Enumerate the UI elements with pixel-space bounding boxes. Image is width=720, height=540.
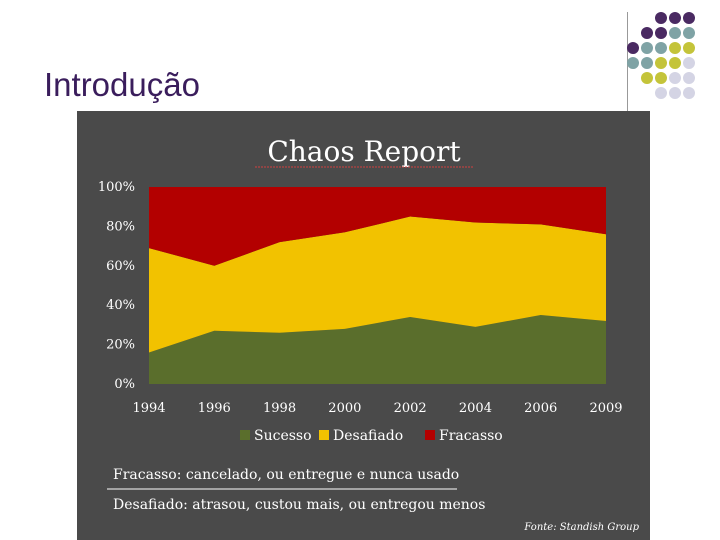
chart-title: Chaos Report bbox=[267, 135, 461, 168]
y-tick-label: 80% bbox=[106, 219, 135, 234]
decor-dot bbox=[669, 42, 681, 54]
legend-swatch-desafiado bbox=[319, 430, 329, 440]
decor-dot bbox=[669, 87, 681, 99]
x-tick-label: 1996 bbox=[198, 401, 231, 416]
decor-dot bbox=[655, 42, 667, 54]
decor-dot bbox=[683, 27, 695, 39]
note-fracasso: Fracasso: cancelado, ou entregue e nunca… bbox=[113, 467, 459, 483]
x-tick-label: 2004 bbox=[459, 401, 492, 416]
legend-label-desafiado: Desafiado bbox=[333, 428, 403, 444]
decor-dot bbox=[655, 12, 667, 24]
decor-dot bbox=[655, 72, 667, 84]
x-tick-label: 2000 bbox=[328, 401, 361, 416]
decor-dot bbox=[669, 57, 681, 69]
decor-dot bbox=[669, 12, 681, 24]
legend-swatch-sucesso bbox=[240, 430, 250, 440]
legend-swatch-fracasso bbox=[425, 430, 435, 440]
decor-dot bbox=[683, 57, 695, 69]
decor-dot bbox=[655, 57, 667, 69]
y-tick-label: 20% bbox=[106, 338, 135, 353]
legend-label-fracasso: Fracasso bbox=[439, 428, 503, 444]
decor-dot bbox=[627, 57, 639, 69]
decor-dot bbox=[641, 57, 653, 69]
x-tick-label: 2006 bbox=[524, 401, 557, 416]
chart-panel: Chaos Report 0% 20% 40% 60% 80% 100% 1994 1996… bbox=[77, 111, 650, 540]
decor-dot-grid bbox=[627, 12, 695, 99]
x-tick-label: 1994 bbox=[132, 401, 165, 416]
decor-dot bbox=[655, 27, 667, 39]
x-tick-label: 1998 bbox=[263, 401, 296, 416]
y-tick-label: 60% bbox=[106, 259, 135, 274]
slide-title: Introdução bbox=[44, 66, 200, 103]
area-sucesso bbox=[149, 315, 606, 384]
decor-dot bbox=[669, 72, 681, 84]
y-tick-label: 40% bbox=[106, 298, 135, 313]
decor-dot bbox=[669, 27, 681, 39]
source-note: Fonte: Standish Group bbox=[523, 522, 639, 533]
decor-dot bbox=[641, 42, 653, 54]
y-tick-label: 0% bbox=[114, 377, 135, 392]
x-tick-label: 2002 bbox=[394, 401, 427, 416]
decor-dot bbox=[655, 87, 667, 99]
decor-dot bbox=[627, 42, 639, 54]
x-tick-label: 2009 bbox=[589, 401, 622, 416]
decor-dot bbox=[641, 27, 653, 39]
decor-dot bbox=[683, 12, 695, 24]
chaos-report-chart: Chaos Report 0% 20% 40% 60% 80% 100% 1994 1996… bbox=[98, 135, 640, 533]
area-desafiado bbox=[149, 216, 606, 353]
y-tick-label: 100% bbox=[98, 180, 135, 195]
area-fracasso bbox=[149, 187, 606, 266]
legend-label-sucesso: Sucesso bbox=[254, 428, 312, 444]
decor-dot bbox=[683, 42, 695, 54]
decor-dot bbox=[683, 87, 695, 99]
decor-dot bbox=[683, 72, 695, 84]
note-desafiado: Desafiado: atrasou, custou mais, ou entr… bbox=[113, 497, 485, 513]
decor-dot bbox=[641, 72, 653, 84]
